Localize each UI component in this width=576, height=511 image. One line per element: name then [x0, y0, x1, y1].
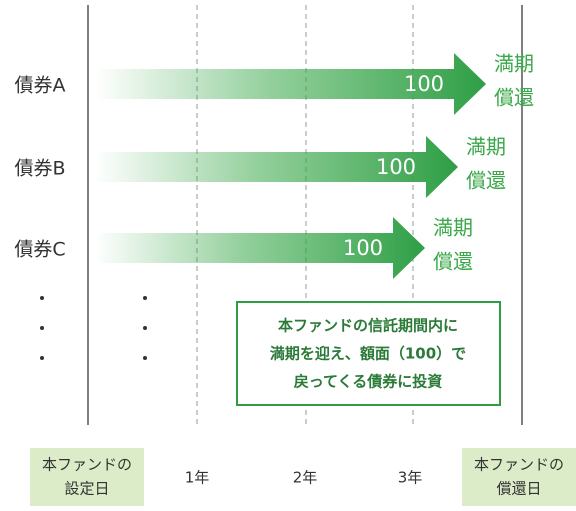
start-box: [30, 448, 144, 506]
maturity-label: 償還: [494, 86, 534, 110]
start-label: 本ファンドの: [42, 456, 132, 474]
maturity-label: 満期: [466, 135, 506, 159]
bond-label: 債券C: [14, 239, 65, 261]
end-box: [462, 448, 576, 506]
maturity-label: 満期: [433, 216, 473, 240]
arrow: [95, 136, 458, 198]
year-label: 2年: [293, 469, 318, 487]
maturity-label: 満期: [494, 52, 534, 76]
bond-value: 100: [376, 155, 416, 179]
ellipsis: [40, 296, 147, 360]
end-label: 本ファンドの: [474, 456, 564, 474]
year-label: 1年: [185, 469, 210, 487]
year-label: 3年: [398, 469, 423, 487]
bond-label: 債券A: [15, 75, 66, 97]
bond-label: 債券B: [14, 158, 65, 180]
callout-box: [236, 301, 501, 406]
callout-text: 戻ってくる債券に投資: [293, 373, 443, 391]
callout-text: 本ファンドの信託期間内に: [278, 317, 458, 335]
arrow: [95, 217, 425, 279]
bond-value: 100: [343, 236, 383, 260]
bond-value: 100: [404, 72, 444, 96]
start-label: 設定日: [64, 480, 109, 498]
maturity-label: 償還: [433, 250, 473, 274]
arrow: [95, 53, 486, 115]
end-label: 償還日: [496, 480, 541, 498]
maturity-label: 償還: [466, 169, 506, 193]
callout-text: 満期を迎え、額面（100）で: [270, 345, 466, 363]
